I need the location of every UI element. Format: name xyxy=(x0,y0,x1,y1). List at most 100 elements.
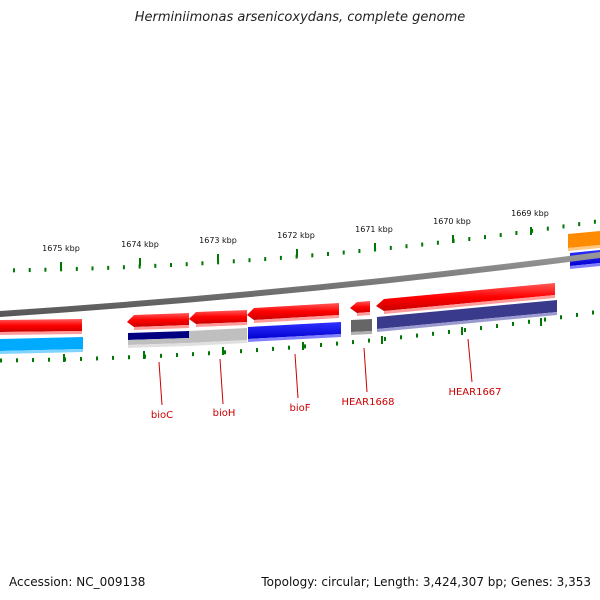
minor-tick xyxy=(352,340,354,345)
forward-strand-genes xyxy=(0,283,555,335)
genome-title: Herminiimonas arsenicoxydans, complete g… xyxy=(134,10,466,25)
gene-left-cyan xyxy=(0,337,83,351)
accession-text: Accession: NC_009138 xyxy=(9,575,146,589)
minor-tick xyxy=(217,260,220,265)
major-tick xyxy=(530,227,532,235)
scale-label: 1670 kbp xyxy=(433,217,471,226)
minor-tick xyxy=(327,251,329,256)
genome-backbone xyxy=(0,252,600,317)
minor-tick xyxy=(224,350,226,355)
minor-tick xyxy=(576,312,578,317)
minor-tick xyxy=(531,228,534,233)
gene-HEAR1667-purple-shadow xyxy=(377,312,557,332)
major-tick xyxy=(381,336,383,344)
minor-tick xyxy=(13,268,15,273)
minor-tick xyxy=(32,358,34,363)
minor-tick xyxy=(264,257,267,262)
minor-tick xyxy=(208,351,210,356)
gene-orange xyxy=(568,231,600,248)
minor-tick xyxy=(432,331,434,336)
minor-tick xyxy=(484,235,486,240)
gene-bioC-grey xyxy=(128,338,189,345)
gene-label-HEAR1667: HEAR1667 xyxy=(448,387,501,398)
minor-tick xyxy=(185,262,188,267)
gene-bioC-red-shadow xyxy=(134,325,189,330)
scale-label: 1669 kbp xyxy=(511,209,549,218)
minor-tick xyxy=(96,356,98,361)
minor-tick xyxy=(138,264,141,269)
minor-tick xyxy=(496,324,498,329)
gene-HEAR1667-red xyxy=(376,283,555,311)
minor-tick xyxy=(448,329,450,334)
minor-tick xyxy=(232,259,235,264)
major-tick xyxy=(540,318,542,326)
gene-bioH-red-shadow xyxy=(196,322,247,327)
minor-tick xyxy=(416,333,418,338)
minor-tick xyxy=(358,249,361,254)
minor-tick xyxy=(468,237,471,242)
gene-left-red xyxy=(0,319,82,332)
gene-bioH-grey xyxy=(189,328,247,343)
leader-bioH xyxy=(219,358,224,405)
major-tick xyxy=(302,342,304,350)
major-tick xyxy=(139,258,141,266)
minor-tick xyxy=(546,226,549,231)
minor-tick xyxy=(528,319,530,324)
major-tick xyxy=(222,347,224,355)
reverse-strand-genes xyxy=(0,300,557,354)
gene-label-bioC: bioC xyxy=(151,410,173,421)
gene-HEAR1668-red-shadow xyxy=(357,312,370,316)
scale-label: 1674 kbp xyxy=(121,240,159,249)
leader-HEAR1668 xyxy=(363,347,368,393)
minor-tick xyxy=(170,263,172,268)
major-tick xyxy=(217,254,219,262)
minor-tick xyxy=(128,355,130,360)
minor-tick xyxy=(512,321,514,326)
major-tick xyxy=(461,327,463,335)
gene-HEAR1668-grey xyxy=(351,319,372,332)
minor-tick xyxy=(405,244,408,249)
minor-tick xyxy=(192,352,194,357)
gene-bioF-red xyxy=(247,303,339,320)
minor-tick xyxy=(201,261,204,266)
minor-tick xyxy=(421,242,424,247)
major-tick xyxy=(452,235,454,243)
minor-tick xyxy=(560,315,562,320)
minor-tick xyxy=(28,268,31,273)
minor-tick xyxy=(91,266,94,271)
leader-bioC xyxy=(158,361,163,406)
gene-blue-shadow xyxy=(570,263,600,269)
minor-tick xyxy=(248,258,251,263)
minor-tick xyxy=(160,353,162,358)
gene-bioF-blue-shadow xyxy=(248,334,341,342)
scale-label: 1672 kbp xyxy=(277,231,315,240)
minor-tick xyxy=(544,317,546,322)
minor-tick xyxy=(16,358,18,363)
gene-label-bioF: bioF xyxy=(290,403,311,414)
scale-label: 1675 kbp xyxy=(42,244,80,253)
gene-left-red-shadow xyxy=(0,331,82,335)
gene-HEAR1667-purple xyxy=(377,300,557,329)
minor-tick xyxy=(154,263,157,268)
gene-bioC-navy xyxy=(128,331,189,340)
major-tick xyxy=(143,351,145,359)
minor-tick xyxy=(80,356,82,361)
major-ticks-outer xyxy=(60,227,532,270)
partial-genes-top-right xyxy=(568,231,600,269)
minor-tick xyxy=(48,357,50,362)
major-ticks-inner xyxy=(63,318,542,362)
gene-label-bioH: bioH xyxy=(213,408,236,419)
leader-bioF xyxy=(294,353,299,399)
minor-tick xyxy=(112,355,114,360)
minor-tick xyxy=(176,353,178,358)
gene-bioH-red xyxy=(189,310,247,324)
leader-HEAR1667 xyxy=(467,338,473,383)
gene-bioC-red xyxy=(127,313,189,327)
minor-tick xyxy=(562,224,565,229)
minor-tick xyxy=(122,265,125,270)
major-tick xyxy=(296,249,298,257)
major-tick xyxy=(63,354,65,362)
scale-label: 1673 kbp xyxy=(199,236,237,245)
minor-tick xyxy=(336,341,338,346)
